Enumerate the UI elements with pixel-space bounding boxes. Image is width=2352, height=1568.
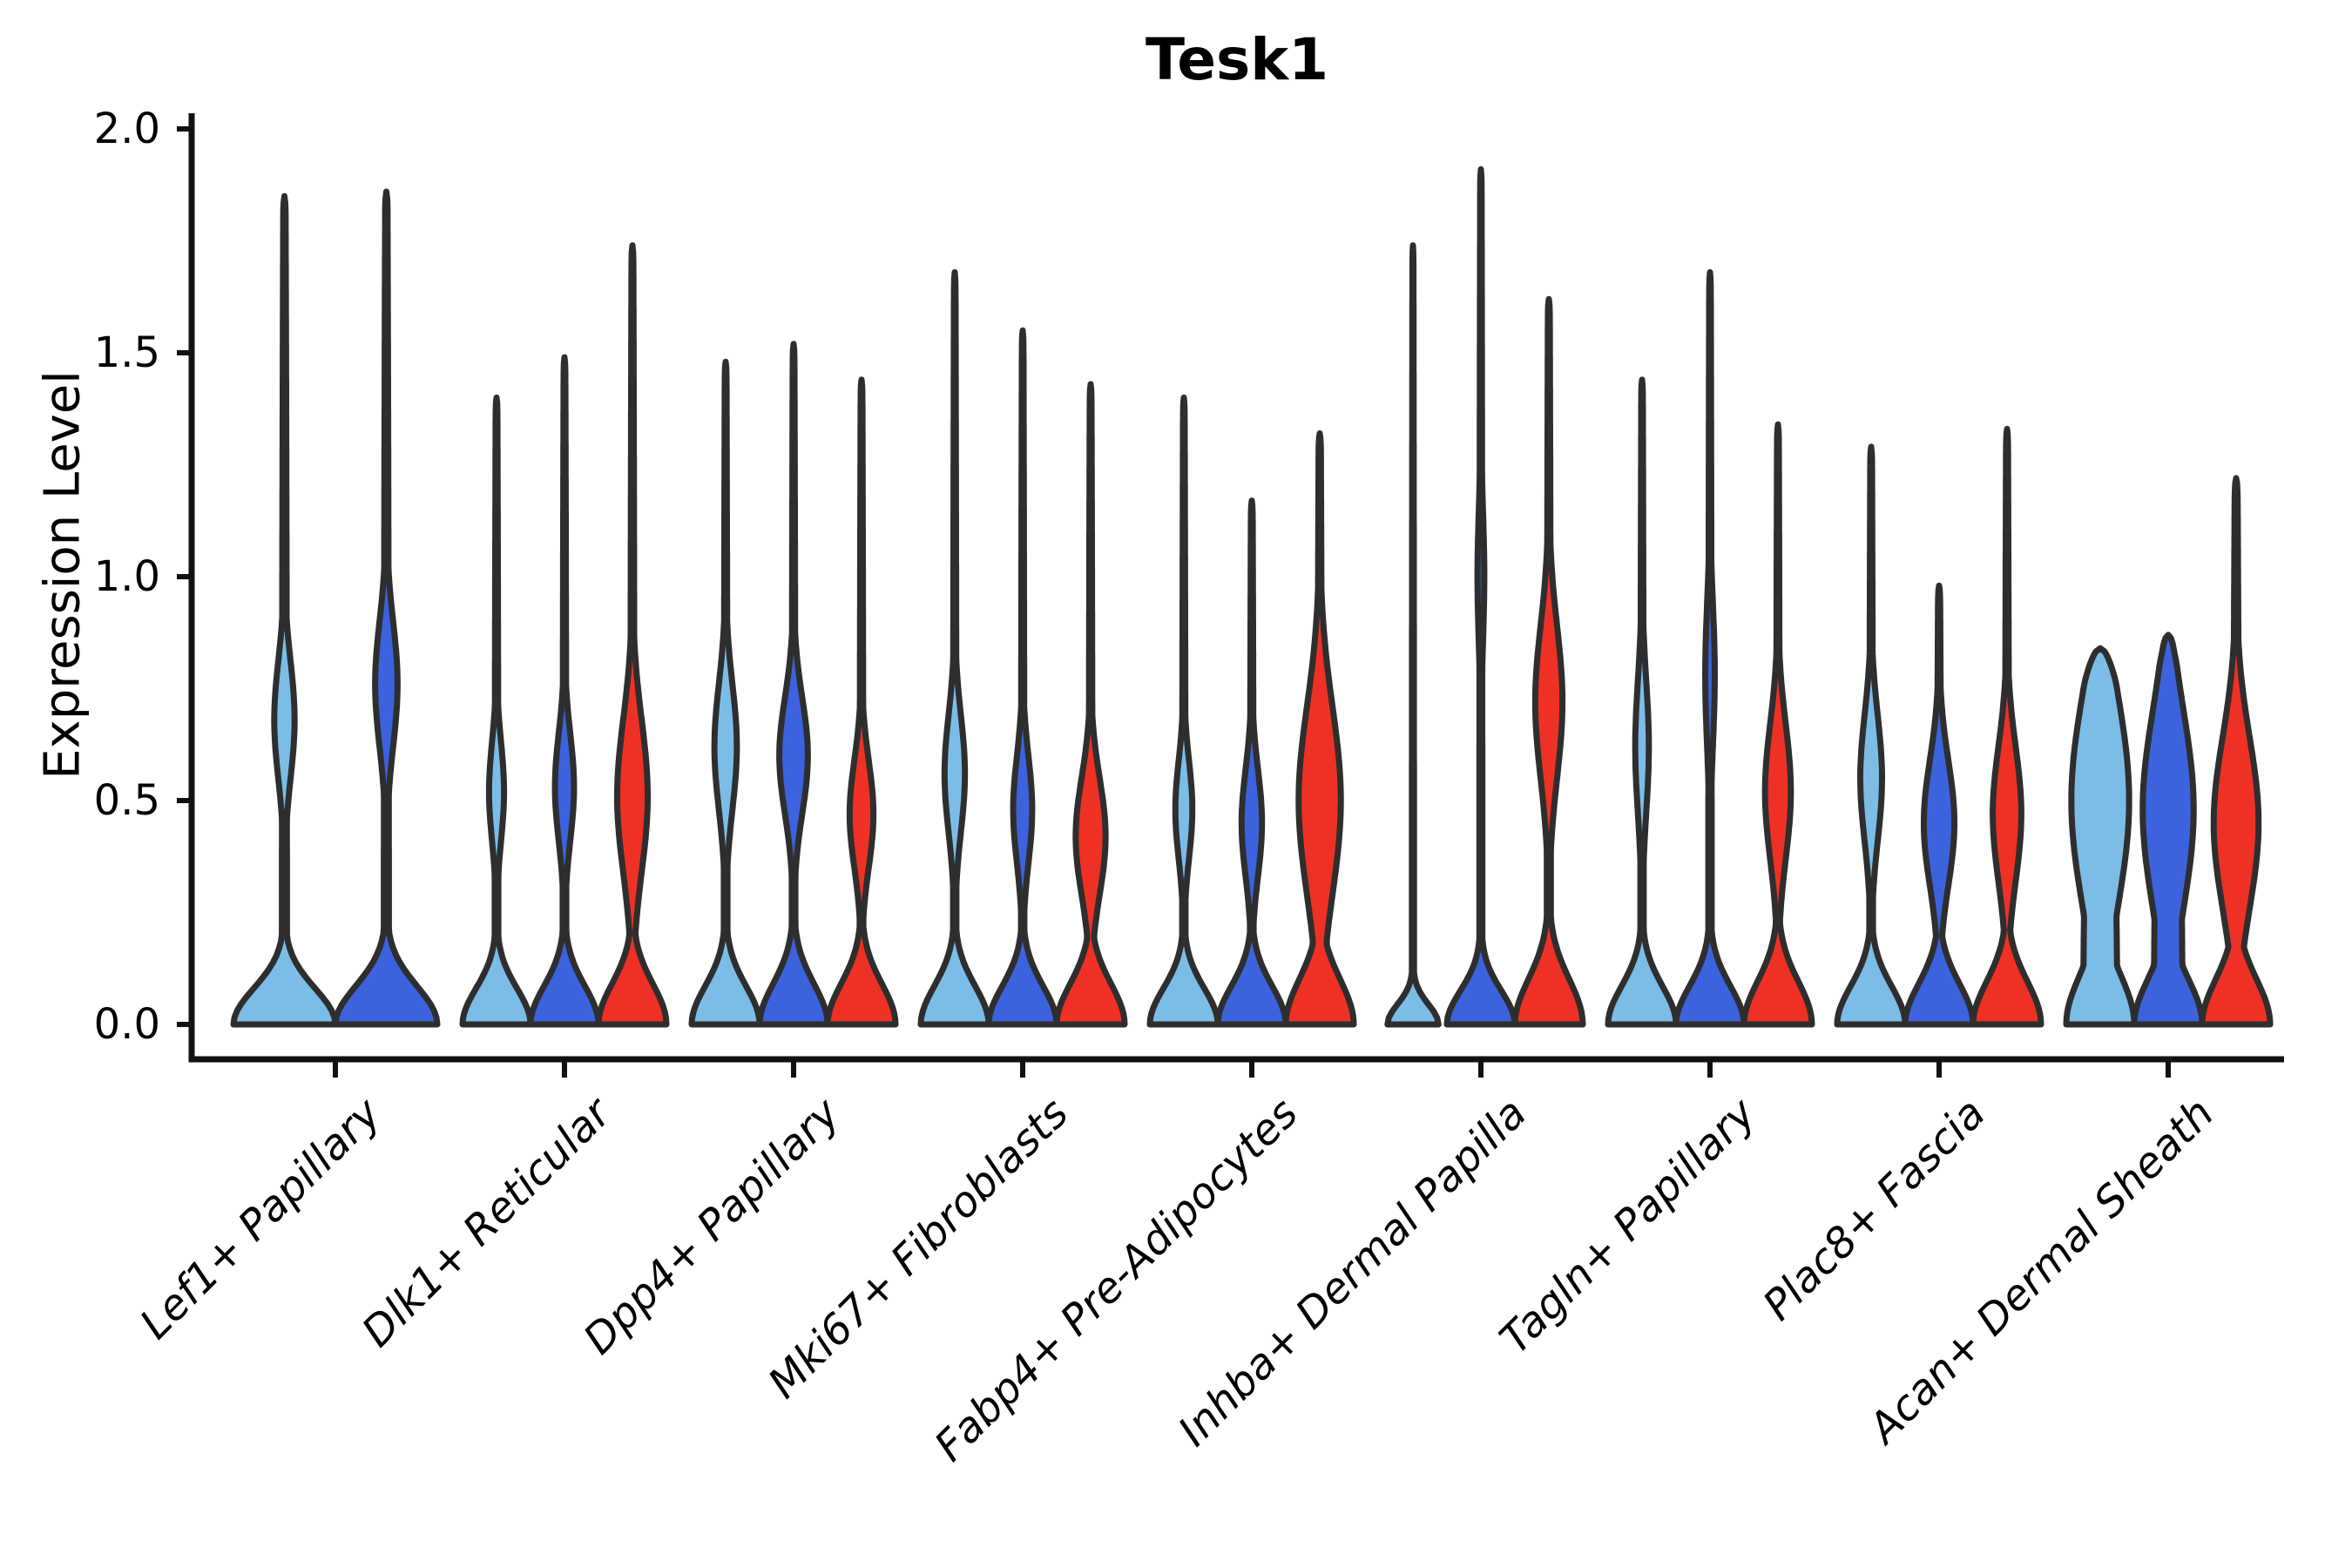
y-tick-label: 0.0: [93, 1000, 160, 1049]
violin: [1384, 242, 1442, 1028]
violin: [985, 327, 1060, 1028]
violin: [1511, 295, 1586, 1028]
violin: [917, 269, 992, 1028]
violin: [1282, 430, 1357, 1028]
violin: [1605, 376, 1680, 1028]
violin: [688, 358, 763, 1028]
violin: [2131, 632, 2206, 1028]
violin: [332, 188, 441, 1028]
y-tick-label: 2.0: [93, 105, 160, 153]
violin: [1834, 443, 1909, 1028]
violin: [230, 193, 339, 1028]
y-tick-label: 1.0: [93, 552, 160, 601]
violin: [595, 242, 670, 1028]
violin: [1443, 166, 1518, 1028]
violin: [1740, 421, 1815, 1028]
y-tick-label: 1.5: [93, 328, 160, 377]
violin: [2063, 645, 2138, 1028]
violin: [1673, 269, 1747, 1028]
violin: [1146, 394, 1221, 1028]
violin: [1902, 582, 1977, 1028]
violin: [1970, 425, 2044, 1028]
violin: [824, 376, 899, 1028]
violin: [527, 354, 602, 1028]
page-title: Tesk1: [1145, 26, 1329, 93]
violin: [2199, 475, 2274, 1028]
violin: [1053, 381, 1128, 1028]
violin: [459, 394, 534, 1028]
y-tick-label: 0.5: [93, 776, 160, 825]
violin: [756, 341, 831, 1028]
violin: [1214, 497, 1289, 1028]
